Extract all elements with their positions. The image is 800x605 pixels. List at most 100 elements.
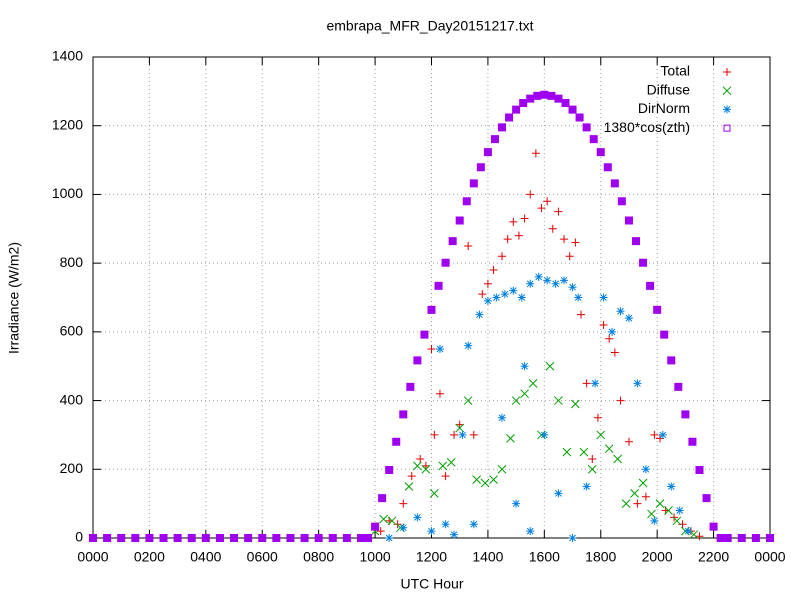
data-point	[599, 293, 608, 302]
data-point	[621, 499, 631, 508]
x-tick-label: 1400	[472, 549, 503, 565]
data-point	[464, 341, 473, 350]
data-point	[497, 464, 507, 474]
data-point	[667, 482, 676, 491]
data-point	[512, 105, 521, 114]
data-point	[582, 123, 591, 132]
data-point	[716, 534, 725, 542]
data-point	[476, 163, 485, 172]
data-point	[145, 534, 154, 542]
data-point	[498, 252, 507, 261]
data-point	[434, 281, 443, 290]
data-point	[406, 382, 415, 391]
x-tick-label: 1000	[360, 549, 391, 565]
data-point	[469, 520, 478, 529]
data-point	[371, 522, 380, 531]
data-point	[286, 534, 295, 542]
data-point	[599, 320, 608, 329]
data-point	[385, 534, 394, 542]
data-point	[420, 330, 429, 339]
data-point	[613, 454, 623, 464]
data-point	[446, 458, 456, 467]
data-point	[469, 179, 478, 188]
data-point	[89, 534, 97, 542]
data-point	[660, 330, 669, 339]
data-point	[533, 91, 542, 100]
data-point	[616, 307, 625, 316]
data-point	[378, 494, 387, 503]
data-point	[490, 135, 499, 144]
data-point	[520, 362, 529, 371]
data-point	[674, 382, 683, 391]
legend-label: DirNorm	[638, 100, 690, 116]
data-point	[579, 447, 589, 457]
data-point	[633, 379, 642, 388]
data-point	[632, 237, 641, 246]
y-tick-label: 400	[60, 391, 84, 407]
data-point	[571, 399, 580, 409]
data-point	[413, 356, 422, 365]
data-point	[596, 148, 605, 157]
data-point	[540, 430, 549, 439]
data-point	[103, 534, 112, 542]
data-point	[689, 530, 699, 539]
data-point	[709, 522, 718, 531]
y-tick-label: 1000	[52, 185, 83, 201]
data-point	[681, 410, 690, 419]
y-axis-label: Irradiance (W/m2)	[6, 242, 22, 354]
data-point	[737, 534, 746, 542]
chart-title: embrapa_MFR_Day20151217.txt	[326, 18, 533, 34]
data-point	[560, 235, 569, 244]
data-point	[562, 447, 572, 457]
data-point	[591, 379, 600, 388]
data-point	[230, 534, 239, 542]
legend-label: 1380*cos(zth)	[604, 119, 690, 135]
data-point	[650, 516, 659, 525]
y-tick-label: 200	[60, 460, 84, 476]
data-point	[695, 532, 704, 541]
data-point	[653, 305, 662, 314]
data-point	[596, 430, 606, 440]
data-point	[450, 530, 459, 539]
data-point	[500, 290, 509, 299]
data-point	[399, 499, 408, 508]
data-point	[582, 482, 591, 491]
data-point	[528, 379, 538, 388]
data-point	[664, 506, 673, 515]
data-point	[512, 499, 521, 508]
data-point	[131, 534, 140, 542]
data-point	[441, 472, 450, 481]
data-point	[531, 149, 540, 158]
data-point	[503, 235, 512, 244]
data-point	[435, 389, 444, 398]
data-point	[646, 281, 655, 290]
data-point	[385, 465, 394, 474]
data-point	[554, 396, 563, 405]
data-point	[534, 272, 543, 281]
data-point	[582, 379, 591, 388]
x-tick-label: 0000	[77, 549, 108, 565]
x-tick-label: 2200	[698, 549, 729, 565]
data-point	[571, 238, 580, 247]
x-tick-label: 1800	[585, 549, 616, 565]
data-point	[173, 534, 182, 542]
data-point	[272, 534, 281, 542]
data-point	[441, 520, 450, 529]
data-point	[421, 461, 430, 470]
data-point	[751, 534, 760, 542]
data-point	[593, 413, 602, 422]
data-point	[633, 499, 642, 508]
legend-label: Diffuse	[647, 81, 691, 97]
x-tick-label: 0200	[134, 549, 165, 565]
data-point	[684, 527, 693, 536]
data-point	[159, 534, 168, 542]
data-point	[342, 534, 351, 542]
data-point	[526, 190, 535, 199]
data-point	[469, 430, 478, 439]
data-point	[328, 534, 337, 542]
data-point	[568, 534, 577, 542]
data-point	[561, 99, 570, 108]
data-point	[480, 478, 490, 488]
